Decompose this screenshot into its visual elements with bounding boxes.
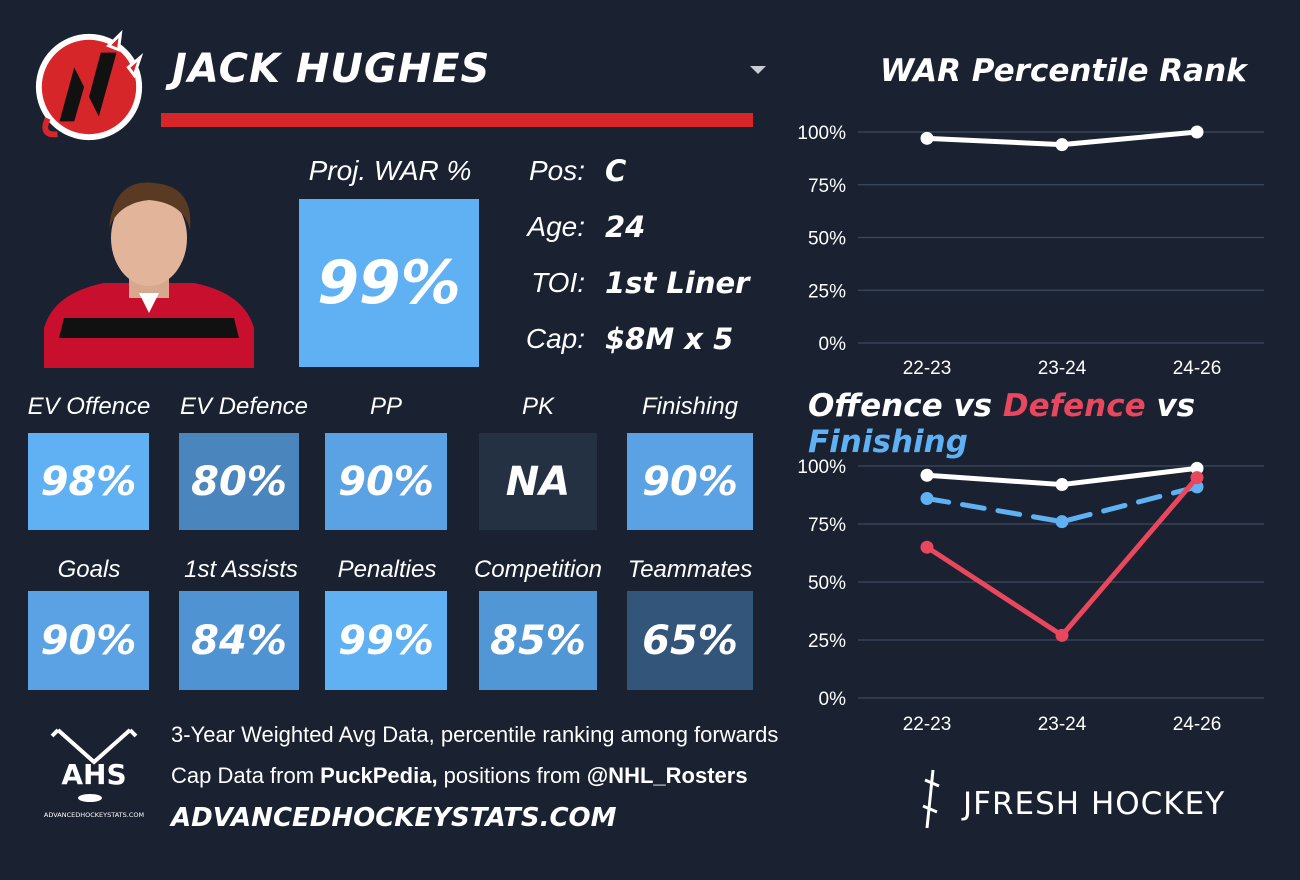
chevron-down-icon[interactable] <box>750 66 766 74</box>
data-point <box>1055 138 1069 152</box>
stat-label-ev-offence: EV Offence <box>27 393 151 420</box>
data-point <box>1055 515 1069 529</box>
stat-label-1st-assists: 1st Assists <box>184 556 298 583</box>
x-tick-label: 23-24 <box>1038 714 1087 735</box>
data-point <box>1055 628 1069 642</box>
nhl-rosters-credit: @NHL_Rosters <box>586 763 748 788</box>
stat-label-pk: PK <box>521 393 554 420</box>
proj-war-label: Proj. WAR % <box>308 155 472 186</box>
x-tick-label: 23-24 <box>1038 358 1087 379</box>
brand-text: JFRESH HOCKEY <box>961 786 1225 822</box>
info-label-pos: Pos: <box>528 155 585 186</box>
stat-tile-finishing: 90% <box>627 433 753 530</box>
chart-2-title-vs-1: vs <box>942 388 1003 424</box>
y-tick-label: 50% <box>808 229 846 250</box>
stat-tile-competition: 85% <box>479 591 597 690</box>
player-name: JACK HUGHES <box>172 46 491 92</box>
stat-label-pp: PP <box>369 393 402 420</box>
data-point <box>920 468 934 482</box>
y-tick-label: 75% <box>808 176 846 197</box>
chart-2-title: Offence vs Defence vs Finishing <box>808 388 1300 460</box>
ahs-logo-icon: AHS ADVANCEDHOCKEYSTATS.COM <box>44 728 144 819</box>
info-value-toi: 1st Liner <box>605 266 750 300</box>
chart-war-percentile: 100% 75% 50% 25% 0% 22-23 23-24 24-26 <box>797 123 1264 379</box>
jfresh-brand: JFRESH HOCKEY <box>922 769 1225 829</box>
y-tick-label: 50% <box>808 573 846 594</box>
stat-label-goals: Goals <box>57 556 121 583</box>
footer-line-1: 3-Year Weighted Avg Data, percentile ran… <box>171 722 779 747</box>
stat-tile-pp: 90% <box>325 433 447 530</box>
ahs-logo-text: AHS <box>61 758 126 791</box>
y-tick-label: 25% <box>808 631 846 652</box>
series-line-finishing <box>924 484 1200 525</box>
stat-tile-ev-offence: 98% <box>28 433 149 530</box>
y-tick-label: 0% <box>819 334 847 355</box>
info-value-pos: C <box>605 154 627 188</box>
info-value-cap: $8M x 5 <box>605 322 734 356</box>
chart-2-title-defence: Defence <box>1002 388 1146 424</box>
info-label-cap: Cap: <box>525 323 585 354</box>
stat-label-finishing: Finishing <box>641 393 739 420</box>
puckpedia-credit: PuckPedia, <box>320 763 438 788</box>
footer-line-2: Cap Data from PuckPedia, positions from … <box>171 763 748 789</box>
team-logo-icon <box>35 29 144 141</box>
data-point <box>1055 478 1069 492</box>
chart-2-title-offence: Offence <box>808 388 943 424</box>
info-value-age: 24 <box>605 210 646 244</box>
stat-label-teammates: Teammates <box>627 556 753 583</box>
stat-label-competition: Competition <box>473 556 603 583</box>
site-url: ADVANCEDHOCKEYSTATS.COM <box>171 803 617 833</box>
data-point <box>1190 461 1204 475</box>
footer-line-2-prefix: Cap Data from <box>171 763 321 788</box>
proj-war-tile: 99% <box>299 199 479 367</box>
chart-offence-defence-finishing: 100% 75% 50% 25% 0% 22-23 23-24 24-26 <box>797 457 1264 735</box>
stat-tile-penalties: 99% <box>325 591 447 690</box>
chart-1-title: WAR Percentile Rank <box>880 53 1247 89</box>
data-point <box>920 540 934 554</box>
data-point <box>1190 471 1204 485</box>
info-label-toi: TOI: <box>531 267 585 298</box>
data-point <box>1190 125 1204 139</box>
ahs-logo-subtext: ADVANCEDHOCKEYSTATS.COM <box>44 811 144 819</box>
stat-tile-ev-defence: 80% <box>179 433 299 530</box>
player-photo <box>44 182 254 368</box>
stat-tile-1st-assists: 84% <box>179 591 299 690</box>
stat-label-ev-defence: EV Defence <box>179 393 309 420</box>
stat-label-penalties: Penalties <box>337 556 437 583</box>
x-tick-label: 22-23 <box>903 358 952 379</box>
stat-tile-teammates: 65% <box>627 591 753 690</box>
footer-line-2-mid: positions from <box>437 763 587 788</box>
data-point <box>920 491 934 505</box>
series-line-defence <box>924 475 1200 638</box>
y-tick-label: 75% <box>808 515 846 536</box>
chart-2-title-vs-2: vs <box>1145 388 1196 424</box>
y-tick-label: 100% <box>797 457 846 478</box>
x-tick-label: 24-26 <box>1173 358 1222 379</box>
x-tick-label: 22-23 <box>903 714 952 735</box>
data-point <box>920 131 934 145</box>
name-underline <box>161 113 753 127</box>
chart-2-title-finishing: Finishing <box>808 424 968 460</box>
x-tick-label: 24-26 <box>1173 714 1222 735</box>
y-tick-label: 0% <box>819 689 847 710</box>
stat-tile-goals: 90% <box>28 591 149 690</box>
y-tick-label: 25% <box>808 281 846 302</box>
y-tick-label: 100% <box>797 123 846 144</box>
info-label-age: Age: <box>527 211 585 242</box>
stat-tile-pk: NA <box>479 433 597 530</box>
